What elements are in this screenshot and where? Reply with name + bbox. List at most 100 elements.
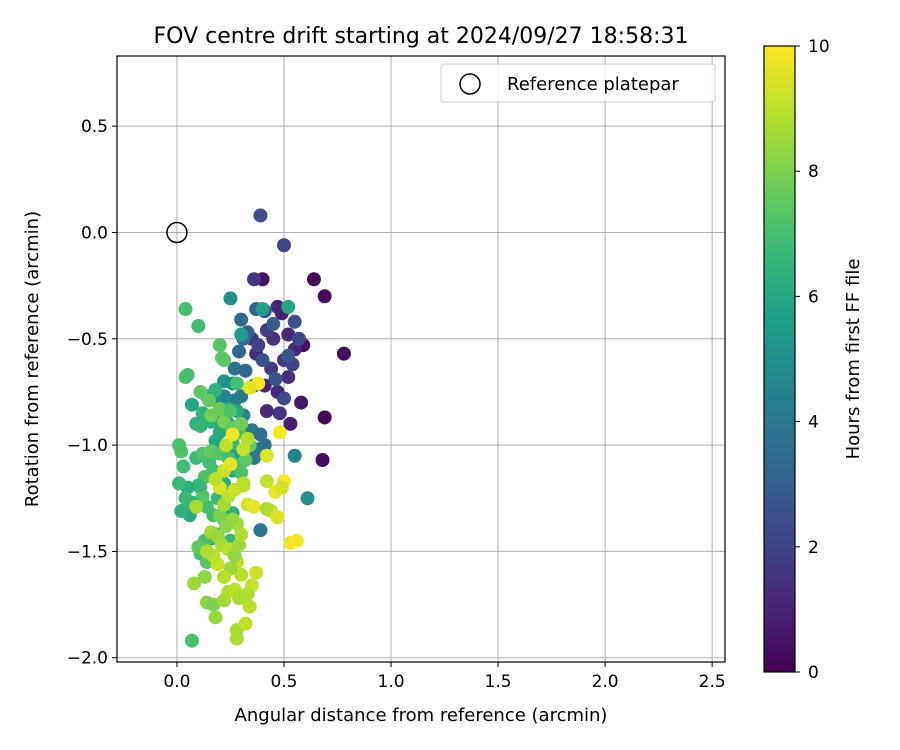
data-point <box>191 478 206 493</box>
data-point <box>306 272 321 287</box>
x-tick-label: 1.5 <box>485 672 512 692</box>
colorbar-frame <box>763 45 796 673</box>
data-point <box>253 523 268 538</box>
data-point <box>264 361 279 376</box>
data-point <box>268 372 283 387</box>
data-point <box>199 499 214 514</box>
x-tick-label: 1.0 <box>378 672 405 692</box>
data-point <box>202 393 217 408</box>
data-point <box>259 404 274 419</box>
colorbar-label: Hours from first FF file <box>843 259 864 460</box>
plot-frame <box>116 55 726 663</box>
data-point <box>289 533 304 548</box>
data-point <box>236 442 251 457</box>
data-point <box>234 465 249 480</box>
data-point <box>234 567 249 582</box>
data-point <box>180 367 195 382</box>
data-point <box>336 346 351 361</box>
colorbar-ticks: 0 2 4 6 8 10 <box>795 37 830 683</box>
data-point <box>274 480 289 495</box>
legend: Reference platepar <box>440 63 716 103</box>
data-point <box>219 518 234 533</box>
data-point <box>281 348 296 363</box>
data-point <box>217 569 232 584</box>
data-point <box>259 501 274 516</box>
y-tick-label: 0.0 <box>81 223 108 243</box>
data-point <box>219 438 234 453</box>
data-point <box>178 302 193 317</box>
data-point <box>281 299 296 314</box>
legend-open-circle-icon <box>459 73 481 95</box>
data-point <box>232 344 247 359</box>
data-point <box>270 510 285 525</box>
data-point <box>276 238 291 253</box>
data-points <box>172 208 351 648</box>
data-point <box>217 353 232 368</box>
y-tick-label: −2.0 <box>67 649 108 669</box>
data-point <box>184 633 199 648</box>
chart-title: FOV centre drift starting at 2024/09/27 … <box>154 24 689 49</box>
data-point <box>253 208 268 223</box>
colorbar-tick-label: 2 <box>808 538 819 558</box>
data-point <box>206 597 221 612</box>
data-point <box>255 302 270 317</box>
data-point <box>272 406 287 421</box>
data-point <box>234 312 249 327</box>
data-point <box>212 338 227 353</box>
colorbar-tick-label: 8 <box>808 162 819 182</box>
y-tick-label: 0.5 <box>81 117 108 137</box>
data-point <box>227 548 242 563</box>
data-point <box>172 476 187 491</box>
data-point <box>212 401 227 416</box>
data-point <box>300 491 315 506</box>
data-point <box>232 538 247 553</box>
colorbar-tick-label: 0 <box>808 663 819 683</box>
data-point <box>172 438 187 453</box>
data-point <box>255 353 270 368</box>
y-tick-label: −0.5 <box>67 330 108 350</box>
data-point <box>193 384 208 399</box>
legend-entry-label: Reference platepar <box>507 74 679 95</box>
data-point <box>193 418 208 433</box>
data-point <box>317 289 332 304</box>
data-point <box>276 391 291 406</box>
data-point <box>197 569 212 584</box>
data-point <box>208 610 223 625</box>
data-point <box>189 499 204 514</box>
data-point <box>259 448 274 463</box>
data-point <box>208 382 223 397</box>
x-tick-label: 2.0 <box>592 672 619 692</box>
reference-platepar-marker <box>166 221 188 244</box>
data-point <box>234 327 249 342</box>
x-tick-label: 2.5 <box>699 672 726 692</box>
legend-box <box>440 63 716 103</box>
data-point <box>294 395 309 410</box>
data-point <box>234 416 249 431</box>
data-point <box>251 338 266 353</box>
data-point <box>223 291 238 306</box>
data-point <box>223 404 238 419</box>
data-point <box>317 410 332 425</box>
data-point <box>225 427 240 442</box>
data-point <box>223 457 238 472</box>
data-point <box>291 331 306 346</box>
data-point <box>247 499 262 514</box>
colorbar-gradient <box>764 46 795 672</box>
data-point <box>191 319 206 334</box>
data-point <box>227 361 242 376</box>
data-point <box>236 476 251 491</box>
data-point <box>281 327 296 342</box>
data-point <box>187 576 202 591</box>
data-point <box>199 544 214 559</box>
data-point <box>208 472 223 487</box>
x-tick-label: 0.0 <box>163 672 190 692</box>
data-point <box>287 314 302 329</box>
data-point <box>287 448 302 463</box>
data-point <box>281 370 296 385</box>
y-axis-label: Rotation from reference (arcmin) <box>22 211 43 507</box>
data-point <box>184 397 199 412</box>
data-point <box>315 453 330 467</box>
data-point <box>229 631 244 646</box>
data-point <box>253 427 268 442</box>
